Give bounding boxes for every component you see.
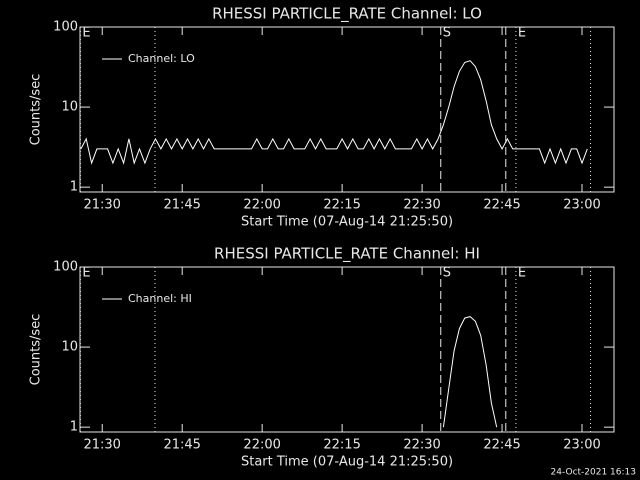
x-tick-label: 22:45 <box>483 198 520 213</box>
plot-frame <box>79 26 615 193</box>
x-tick-label: 23:00 <box>563 198 600 213</box>
y-tick-label: 10 <box>61 340 78 355</box>
x-axis-label: Start Time (07-Aug-14 21:25:50) <box>241 455 453 470</box>
y-tick-label: 1 <box>70 420 78 435</box>
x-tick-label: 22:00 <box>243 198 280 213</box>
marker-label: E <box>82 266 90 281</box>
x-tick-label: 21:30 <box>83 198 120 213</box>
footer: 24-Oct-2021 16:13 <box>551 468 636 478</box>
x-tick-label: 22:00 <box>243 438 280 453</box>
x-tick-label: 21:30 <box>83 438 120 453</box>
x-tick-label: 21:45 <box>163 198 200 213</box>
x-tick-label: 22:30 <box>403 198 440 213</box>
y-tick-label: 100 <box>53 260 78 275</box>
marker-label: S <box>443 26 451 41</box>
x-tick-label: 22:15 <box>323 438 360 453</box>
legend-label: Channel: LO <box>128 52 195 65</box>
x-axis-label: Start Time (07-Aug-14 21:25:50) <box>241 215 453 230</box>
x-tick-label: 21:45 <box>163 438 200 453</box>
y-tick-label: 100 <box>53 20 78 35</box>
x-tick-label: 23:00 <box>563 438 600 453</box>
chart-title: RHESSI PARTICLE_RATE Channel: LO <box>212 5 482 24</box>
x-tick-label: 22:30 <box>403 438 440 453</box>
plot-frame <box>79 266 615 433</box>
y-tick-label: 1 <box>70 180 78 195</box>
x-tick-label: 22:15 <box>323 198 360 213</box>
chart-title: RHESSI PARTICLE_RATE Channel: HI <box>214 245 480 264</box>
data-line <box>80 60 588 165</box>
y-axis-label: Counts/sec <box>29 314 44 386</box>
legend-label: Channel: HI <box>128 292 192 305</box>
y-axis-label: Counts/sec <box>29 74 44 146</box>
marker-label: S <box>443 266 451 281</box>
x-tick-label: 22:45 <box>483 438 520 453</box>
y-tick-label: 10 <box>61 100 78 115</box>
marker-label: E <box>82 26 90 41</box>
data-line <box>442 316 498 428</box>
marker-label: E <box>518 266 526 281</box>
marker-label: E <box>518 26 526 41</box>
